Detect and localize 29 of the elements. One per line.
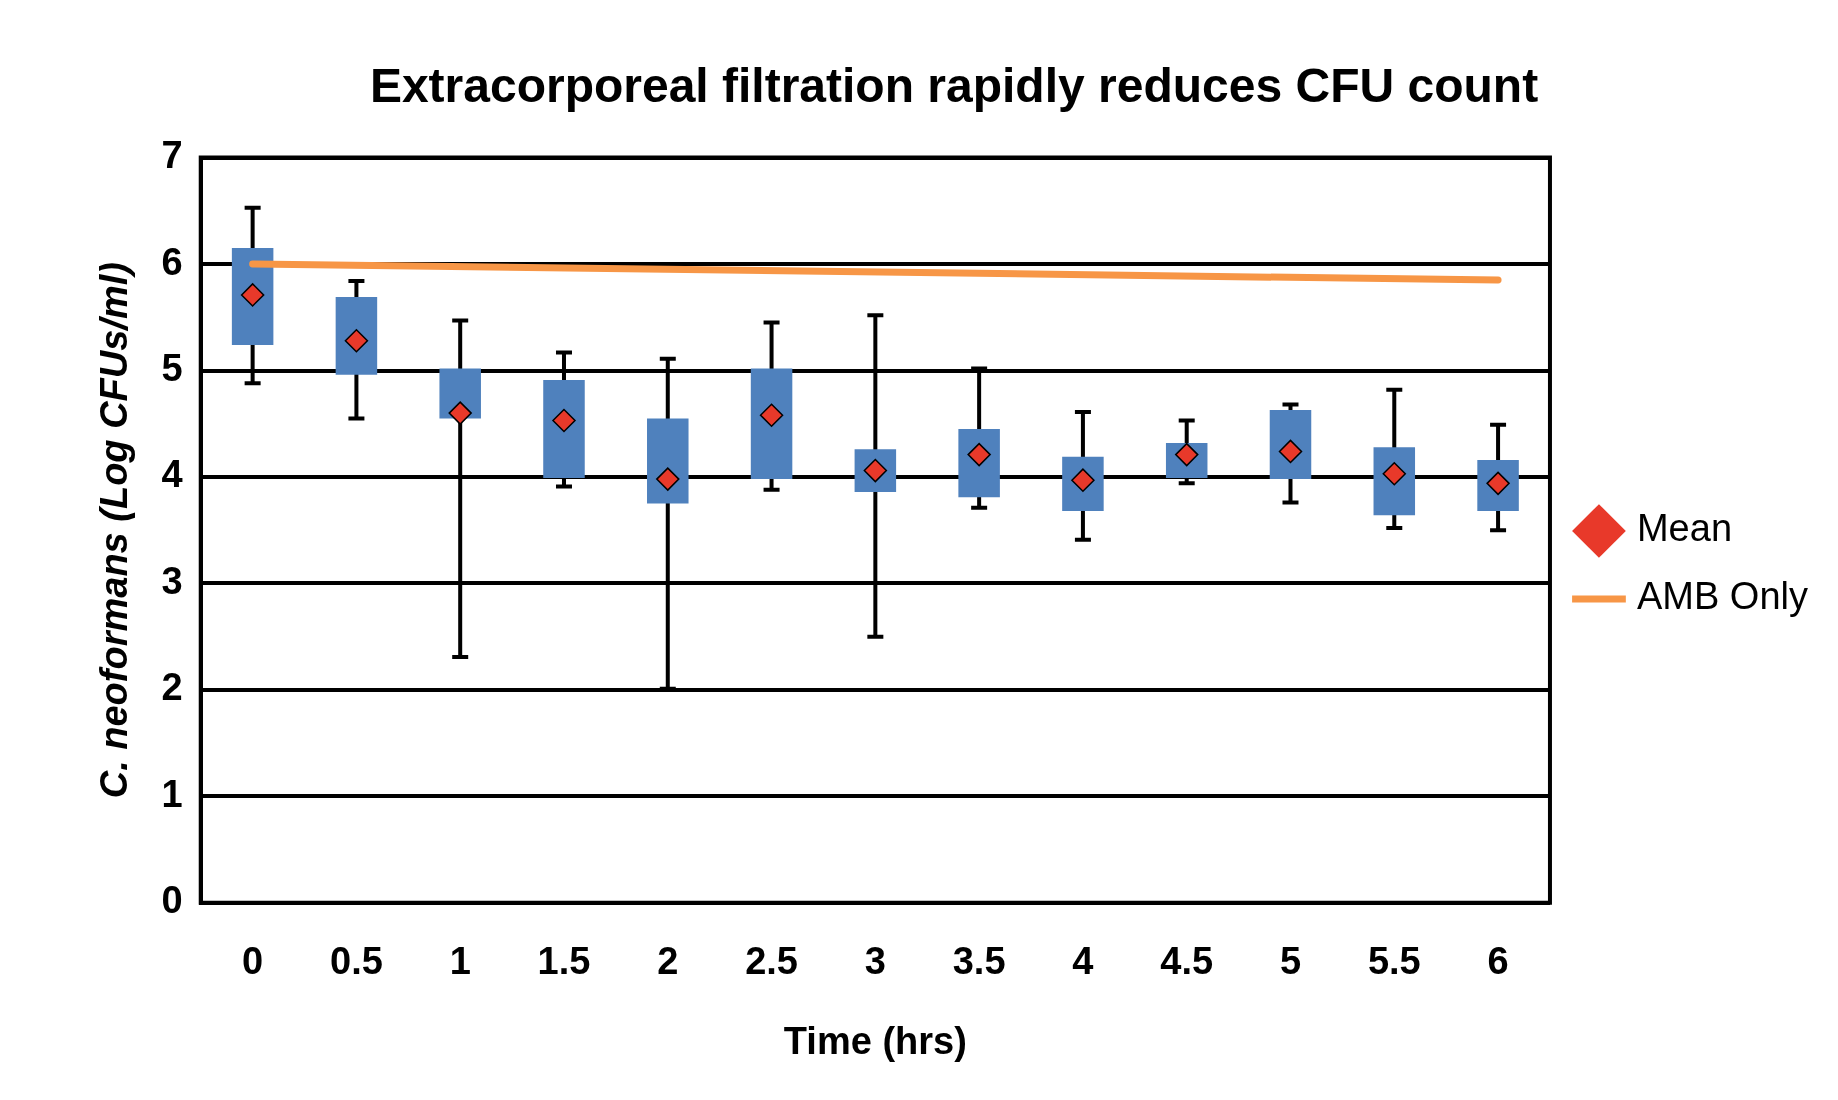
x-tick-label: 0 (242, 940, 264, 983)
y-tick-label: 4 (161, 453, 183, 496)
x-tick-label: 5.5 (1367, 940, 1421, 983)
y-tick-label: 5 (161, 347, 183, 389)
y-axis-title: C. neoformans (Log CFUs/ml) (93, 262, 136, 799)
y-tick-label: 7 (161, 134, 183, 177)
legend-label: Mean (1636, 507, 1733, 550)
x-tick-label: 4.5 (1160, 940, 1214, 983)
chart-title: Extracorporeal filtration rapidly reduces CFU count (369, 59, 1539, 113)
legend-label: AMB Only (1636, 575, 1809, 618)
point (759, 403, 784, 427)
y-tick-label: 1 (161, 772, 183, 815)
x-tick-label: 3 (864, 940, 886, 983)
x-tick-label: 5 (1279, 940, 1302, 983)
y-tick-label: 0 (161, 879, 183, 922)
x-tick-label: 6 (1487, 940, 1509, 983)
point (448, 401, 472, 425)
x-tick-label: 1.5 (537, 940, 591, 983)
x-tick-label: 3.5 (952, 940, 1006, 983)
y-tick-label: 2 (161, 666, 183, 709)
point (656, 467, 680, 491)
x-tick-label: 0.5 (330, 940, 383, 983)
x-tick-label: 1 (449, 940, 471, 983)
x-tick-label: 2 (657, 940, 679, 983)
y-tick-label: 6 (161, 240, 183, 283)
x-tick-label: 4 (1072, 940, 1094, 983)
y-tick-label: 3 (161, 559, 183, 602)
x-axis-title: Time (hrs) (783, 1019, 967, 1062)
x-tick-label: 2.5 (745, 940, 798, 983)
